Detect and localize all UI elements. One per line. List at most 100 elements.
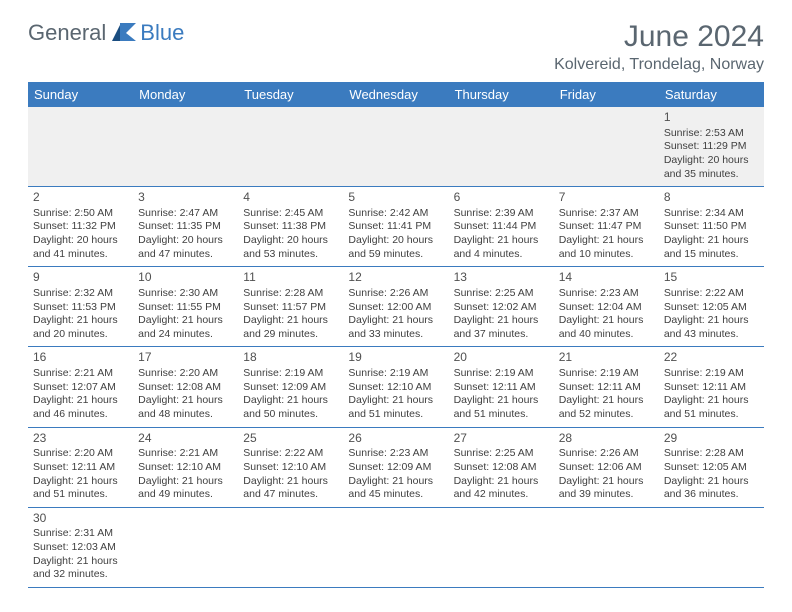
- daylight-text: Daylight: 21 hours: [559, 314, 654, 328]
- day-header: Monday: [133, 82, 238, 107]
- flag-icon: [112, 21, 138, 46]
- day-header-row: Sunday Monday Tuesday Wednesday Thursday…: [28, 82, 764, 107]
- calendar-row: 16Sunrise: 2:21 AMSunset: 12:07 AMDaylig…: [28, 347, 764, 427]
- daylight-text: Daylight: 21 hours: [454, 234, 549, 248]
- daylight-text: and 15 minutes.: [664, 248, 759, 262]
- day-number: 30: [33, 511, 128, 527]
- daylight-text: and 41 minutes.: [33, 248, 128, 262]
- day-header: Saturday: [659, 82, 764, 107]
- calendar-cell: [343, 107, 448, 187]
- day-number: 15: [664, 270, 759, 286]
- sunset-text: Sunset: 12:08 AM: [138, 381, 233, 395]
- calendar-cell: 4Sunrise: 2:45 AMSunset: 11:38 PMDayligh…: [238, 187, 343, 267]
- sunset-text: Sunset: 12:06 AM: [559, 461, 654, 475]
- header: General Blue June 2024 Kolvereid, Tronde…: [0, 0, 792, 82]
- day-number: 13: [454, 270, 549, 286]
- calendar-cell: 3Sunrise: 2:47 AMSunset: 11:35 PMDayligh…: [133, 187, 238, 267]
- day-number: 9: [33, 270, 128, 286]
- daylight-text: Daylight: 21 hours: [348, 475, 443, 489]
- location-text: Kolvereid, Trondelag, Norway: [554, 56, 764, 74]
- daylight-text: Daylight: 21 hours: [33, 394, 128, 408]
- sunrise-text: Sunrise: 2:20 AM: [138, 367, 233, 381]
- daylight-text: and 53 minutes.: [243, 248, 338, 262]
- calendar-table: Sunday Monday Tuesday Wednesday Thursday…: [28, 82, 764, 588]
- calendar-cell: 12Sunrise: 2:26 AMSunset: 12:00 AMDaylig…: [343, 267, 448, 347]
- calendar-cell: 9Sunrise: 2:32 AMSunset: 11:53 PMDayligh…: [28, 267, 133, 347]
- day-number: 18: [243, 350, 338, 366]
- brand-logo: General Blue: [28, 20, 184, 46]
- calendar-cell: 19Sunrise: 2:19 AMSunset: 12:10 AMDaylig…: [343, 347, 448, 427]
- calendar-cell: 22Sunrise: 2:19 AMSunset: 12:11 AMDaylig…: [659, 347, 764, 427]
- day-number: 17: [138, 350, 233, 366]
- sunset-text: Sunset: 12:11 AM: [33, 461, 128, 475]
- day-number: 28: [559, 431, 654, 447]
- sunset-text: Sunset: 11:57 PM: [243, 301, 338, 315]
- daylight-text: Daylight: 21 hours: [454, 394, 549, 408]
- calendar-cell: 11Sunrise: 2:28 AMSunset: 11:57 PMDaylig…: [238, 267, 343, 347]
- daylight-text: Daylight: 21 hours: [33, 555, 128, 569]
- sunset-text: Sunset: 11:55 PM: [138, 301, 233, 315]
- daylight-text: and 50 minutes.: [243, 408, 338, 422]
- calendar-cell: 20Sunrise: 2:19 AMSunset: 12:11 AMDaylig…: [449, 347, 554, 427]
- day-number: 2: [33, 190, 128, 206]
- daylight-text: and 39 minutes.: [559, 488, 654, 502]
- sunrise-text: Sunrise: 2:19 AM: [348, 367, 443, 381]
- sunrise-text: Sunrise: 2:37 AM: [559, 207, 654, 221]
- calendar-cell: 5Sunrise: 2:42 AMSunset: 11:41 PMDayligh…: [343, 187, 448, 267]
- sunrise-text: Sunrise: 2:19 AM: [664, 367, 759, 381]
- calendar-cell: 14Sunrise: 2:23 AMSunset: 12:04 AMDaylig…: [554, 267, 659, 347]
- calendar-cell: [554, 507, 659, 587]
- daylight-text: Daylight: 21 hours: [243, 475, 338, 489]
- calendar-cell: 8Sunrise: 2:34 AMSunset: 11:50 PMDayligh…: [659, 187, 764, 267]
- daylight-text: and 32 minutes.: [33, 568, 128, 582]
- sunset-text: Sunset: 12:10 AM: [138, 461, 233, 475]
- sunrise-text: Sunrise: 2:39 AM: [454, 207, 549, 221]
- daylight-text: and 59 minutes.: [348, 248, 443, 262]
- day-number: 22: [664, 350, 759, 366]
- sunrise-text: Sunrise: 2:20 AM: [33, 447, 128, 461]
- day-number: 26: [348, 431, 443, 447]
- header-right: June 2024 Kolvereid, Trondelag, Norway: [554, 20, 764, 74]
- sunset-text: Sunset: 12:05 AM: [664, 461, 759, 475]
- sunset-text: Sunset: 11:29 PM: [664, 140, 759, 154]
- sunrise-text: Sunrise: 2:30 AM: [138, 287, 233, 301]
- daylight-text: and 10 minutes.: [559, 248, 654, 262]
- sunset-text: Sunset: 11:35 PM: [138, 220, 233, 234]
- calendar-cell: [238, 507, 343, 587]
- sunrise-text: Sunrise: 2:23 AM: [559, 287, 654, 301]
- daylight-text: Daylight: 21 hours: [348, 394, 443, 408]
- sunset-text: Sunset: 12:00 AM: [348, 301, 443, 315]
- sunset-text: Sunset: 12:11 AM: [559, 381, 654, 395]
- daylight-text: Daylight: 21 hours: [559, 394, 654, 408]
- day-number: 4: [243, 190, 338, 206]
- calendar-cell: 7Sunrise: 2:37 AMSunset: 11:47 PMDayligh…: [554, 187, 659, 267]
- daylight-text: Daylight: 21 hours: [664, 314, 759, 328]
- calendar-row: 9Sunrise: 2:32 AMSunset: 11:53 PMDayligh…: [28, 267, 764, 347]
- sunrise-text: Sunrise: 2:25 AM: [454, 287, 549, 301]
- sunrise-text: Sunrise: 2:25 AM: [454, 447, 549, 461]
- daylight-text: Daylight: 21 hours: [138, 475, 233, 489]
- calendar-cell: [659, 507, 764, 587]
- sunrise-text: Sunrise: 2:28 AM: [664, 447, 759, 461]
- daylight-text: and 40 minutes.: [559, 328, 654, 342]
- calendar-cell: 25Sunrise: 2:22 AMSunset: 12:10 AMDaylig…: [238, 427, 343, 507]
- calendar-cell: 21Sunrise: 2:19 AMSunset: 12:11 AMDaylig…: [554, 347, 659, 427]
- sunset-text: Sunset: 12:11 AM: [664, 381, 759, 395]
- sunrise-text: Sunrise: 2:22 AM: [243, 447, 338, 461]
- calendar-cell: 27Sunrise: 2:25 AMSunset: 12:08 AMDaylig…: [449, 427, 554, 507]
- sunset-text: Sunset: 12:10 AM: [348, 381, 443, 395]
- daylight-text: and 48 minutes.: [138, 408, 233, 422]
- brand-part1: General: [28, 20, 106, 46]
- day-header: Sunday: [28, 82, 133, 107]
- sunset-text: Sunset: 12:10 AM: [243, 461, 338, 475]
- day-header: Thursday: [449, 82, 554, 107]
- day-number: 1: [664, 110, 759, 126]
- daylight-text: Daylight: 20 hours: [138, 234, 233, 248]
- sunset-text: Sunset: 12:05 AM: [664, 301, 759, 315]
- calendar-cell: [449, 507, 554, 587]
- day-number: 27: [454, 431, 549, 447]
- daylight-text: and 51 minutes.: [33, 488, 128, 502]
- sunset-text: Sunset: 12:09 AM: [348, 461, 443, 475]
- daylight-text: Daylight: 21 hours: [664, 394, 759, 408]
- day-number: 5: [348, 190, 443, 206]
